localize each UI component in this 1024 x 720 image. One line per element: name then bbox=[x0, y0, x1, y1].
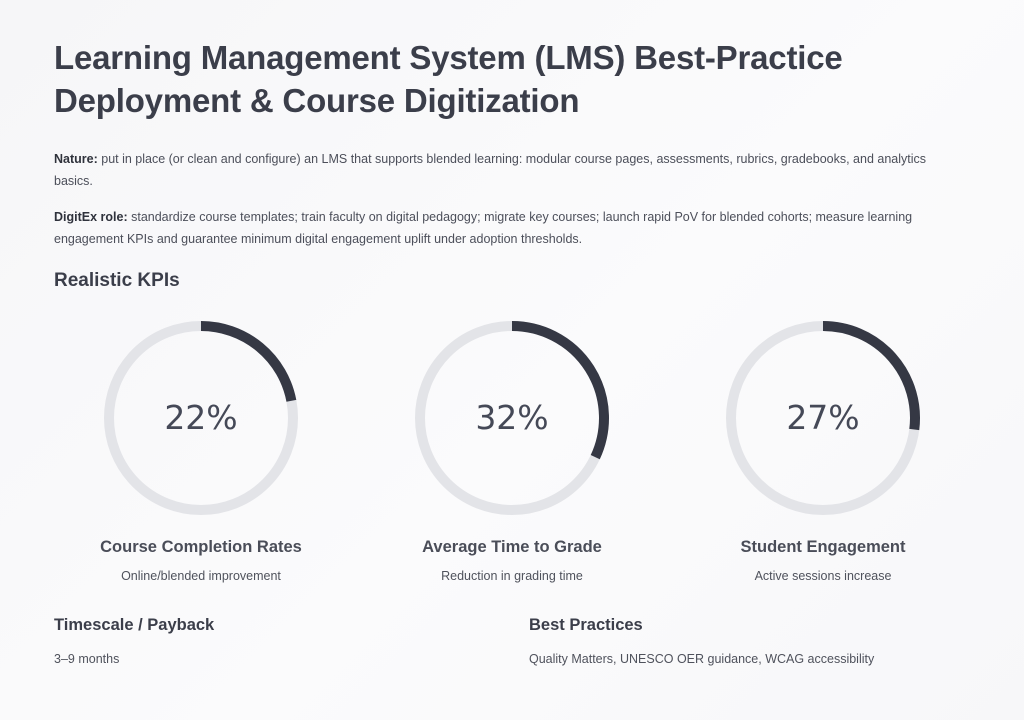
kpi-value: 32% bbox=[475, 398, 549, 437]
kpi-description: Online/blended improvement bbox=[121, 569, 281, 583]
best-practices-text: Quality Matters, UNESCO OER guidance, WC… bbox=[529, 652, 875, 666]
kpi-description: Active sessions increase bbox=[754, 569, 892, 583]
role-label: DigitEx role: bbox=[54, 210, 128, 224]
page-content: Learning Management System (LMS) Best-Pr… bbox=[54, 36, 974, 666]
kpi-card-grading: 32% Average Time to Grade Reduction in g… bbox=[392, 316, 632, 583]
nature-text: put in place (or clean and configure) an… bbox=[54, 152, 927, 188]
kpi-value: 22% bbox=[164, 398, 238, 437]
kpi-donut-grading bbox=[415, 321, 609, 515]
kpi-value: 27% bbox=[786, 398, 860, 437]
best-practices-heading: Best Practices bbox=[529, 616, 643, 634]
donut-progress-arc bbox=[200, 321, 297, 402]
title-line-1: Learning Management System (LMS) Best-Pr… bbox=[54, 39, 843, 76]
title-line-2: Deployment & Course Digitization bbox=[54, 82, 580, 119]
kpi-description: Reduction in grading time bbox=[441, 569, 583, 583]
kpi-label: Course Completion Rates bbox=[100, 538, 302, 556]
nature-paragraph: Nature: put in place (or clean and confi… bbox=[54, 148, 954, 192]
kpi-card-completion: 22% Course Completion Rates Online/blend… bbox=[81, 316, 321, 583]
kpi-label: Student Engagement bbox=[740, 538, 906, 556]
role-paragraph: DigitEx role: standardize course templat… bbox=[54, 206, 954, 250]
kpi-donut-completion bbox=[104, 321, 298, 515]
timescale-heading: Timescale / Payback bbox=[54, 616, 215, 634]
nature-label: Nature: bbox=[54, 152, 98, 166]
page-title: Learning Management System (LMS) Best-Pr… bbox=[54, 36, 974, 122]
role-text: standardize course templates; train facu… bbox=[54, 210, 913, 246]
donut-progress-arc bbox=[822, 321, 920, 431]
kpi-donut-engagement bbox=[726, 321, 920, 515]
kpi-section-heading: Realistic KPIs bbox=[54, 270, 180, 291]
timescale-text: 3–9 months bbox=[54, 652, 120, 666]
kpi-card-engagement: 27% Student Engagement Active sessions i… bbox=[703, 316, 943, 583]
kpi-label: Average Time to Grade bbox=[422, 538, 602, 556]
donut-progress-arc bbox=[511, 321, 609, 460]
